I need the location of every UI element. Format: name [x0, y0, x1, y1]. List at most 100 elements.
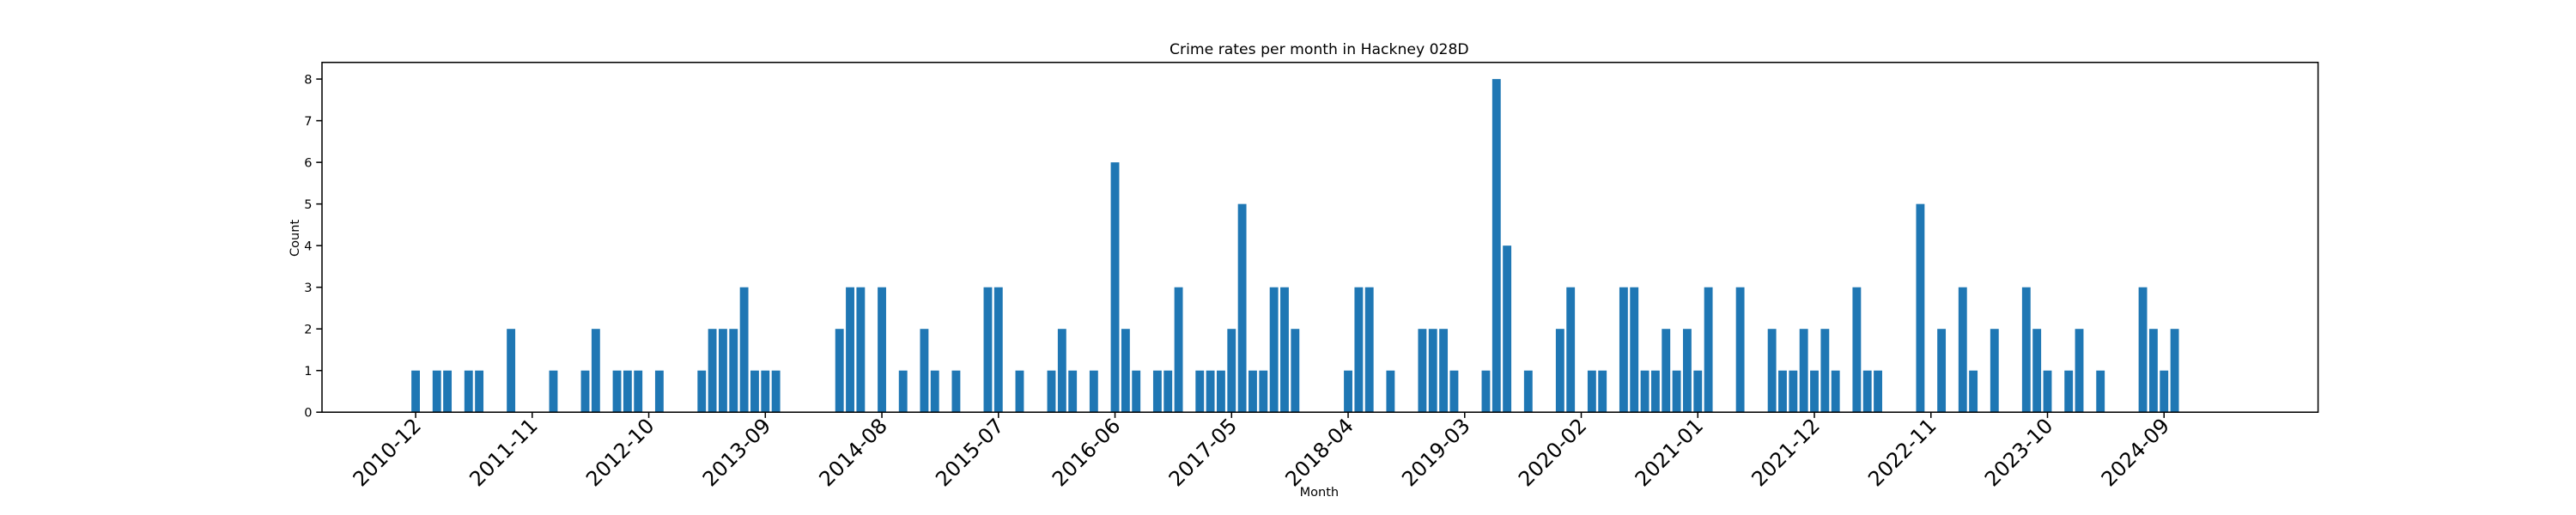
bar	[475, 370, 484, 413]
bar	[1354, 287, 1364, 413]
y-tick-label: 6	[304, 156, 312, 170]
bar	[1503, 245, 1512, 413]
bar	[1344, 370, 1352, 413]
bar	[1810, 370, 1819, 413]
y-tick-label: 4	[304, 239, 312, 253]
bar	[1163, 370, 1173, 413]
bar	[739, 287, 749, 413]
bar	[1958, 287, 1967, 413]
bar	[1217, 370, 1225, 413]
y-tick-label: 1	[304, 365, 312, 379]
bar	[1418, 329, 1427, 413]
bar	[983, 287, 993, 413]
bar	[1555, 329, 1564, 413]
bar	[1492, 79, 1501, 413]
bar	[1439, 329, 1449, 413]
bar	[993, 287, 1003, 413]
bar	[1249, 370, 1257, 413]
bar	[1874, 370, 1882, 413]
bar	[1110, 162, 1120, 413]
bar	[2160, 370, 2169, 413]
bar	[1820, 329, 1830, 413]
bar	[549, 370, 558, 413]
bar	[2075, 329, 2084, 413]
bar	[930, 370, 939, 413]
bar	[1237, 203, 1247, 413]
bar	[591, 329, 600, 413]
bar	[898, 370, 908, 413]
bar	[1672, 370, 1681, 413]
y-tick-label: 3	[304, 282, 312, 295]
chart-title: Crime rates per month in Hackney 028D	[1170, 41, 1469, 58]
bar	[2138, 287, 2148, 413]
bar	[1057, 329, 1066, 413]
bar	[1937, 329, 1947, 413]
plot-frame	[321, 61, 2319, 413]
bar	[1640, 370, 1649, 413]
bar	[1386, 370, 1395, 413]
bar	[1767, 329, 1777, 413]
bar	[920, 329, 929, 413]
bar	[1831, 370, 1840, 413]
bar	[1227, 329, 1236, 413]
bar	[1862, 370, 1872, 413]
bar	[612, 370, 622, 413]
bar	[580, 370, 590, 413]
bar	[1566, 287, 1576, 413]
bar	[1449, 370, 1459, 413]
bar	[623, 370, 632, 413]
bar	[1778, 370, 1787, 413]
bar	[2096, 370, 2105, 413]
bar	[1619, 287, 1628, 413]
bar	[1682, 329, 1692, 413]
bar	[1587, 370, 1596, 413]
bar	[432, 370, 441, 413]
bar	[1195, 370, 1205, 413]
bar	[708, 329, 717, 413]
bar	[2064, 370, 2074, 413]
y-tick-label: 8	[304, 73, 312, 87]
bar	[750, 370, 759, 413]
bar	[1704, 287, 1713, 413]
bar	[2043, 370, 2052, 413]
bar	[1852, 287, 1862, 413]
bar	[507, 329, 516, 413]
bar	[1015, 370, 1024, 413]
bar	[1693, 370, 1703, 413]
bar	[718, 329, 727, 413]
bar	[2032, 329, 2042, 413]
bar	[1789, 370, 1798, 413]
y-axis-label: Count	[289, 220, 302, 257]
bar	[1152, 370, 1162, 413]
bar	[697, 370, 707, 413]
bar	[951, 370, 961, 413]
y-tick-label: 0	[304, 406, 312, 420]
bar	[771, 370, 781, 413]
bar	[1969, 370, 1978, 413]
bar	[761, 370, 770, 413]
bar	[2148, 329, 2158, 413]
bar	[1630, 287, 1639, 413]
bar	[1662, 329, 1671, 413]
bar	[835, 329, 844, 413]
y-tick-label: 2	[304, 323, 312, 336]
bar	[1280, 287, 1289, 413]
bar	[411, 370, 420, 413]
bar	[634, 370, 643, 413]
x-axis-label: Month	[1300, 486, 1340, 500]
bar	[1916, 203, 1925, 413]
bar	[443, 370, 453, 413]
bar	[1206, 370, 1215, 413]
bar	[1047, 370, 1056, 413]
bar	[1990, 329, 1999, 413]
bar	[1364, 287, 1374, 413]
bar	[1291, 329, 1300, 413]
bar	[1269, 287, 1279, 413]
y-tick-label: 5	[304, 198, 312, 212]
y-tick-label: 7	[304, 115, 312, 129]
bar	[729, 329, 738, 413]
bar	[1650, 370, 1660, 413]
bar	[1523, 370, 1533, 413]
